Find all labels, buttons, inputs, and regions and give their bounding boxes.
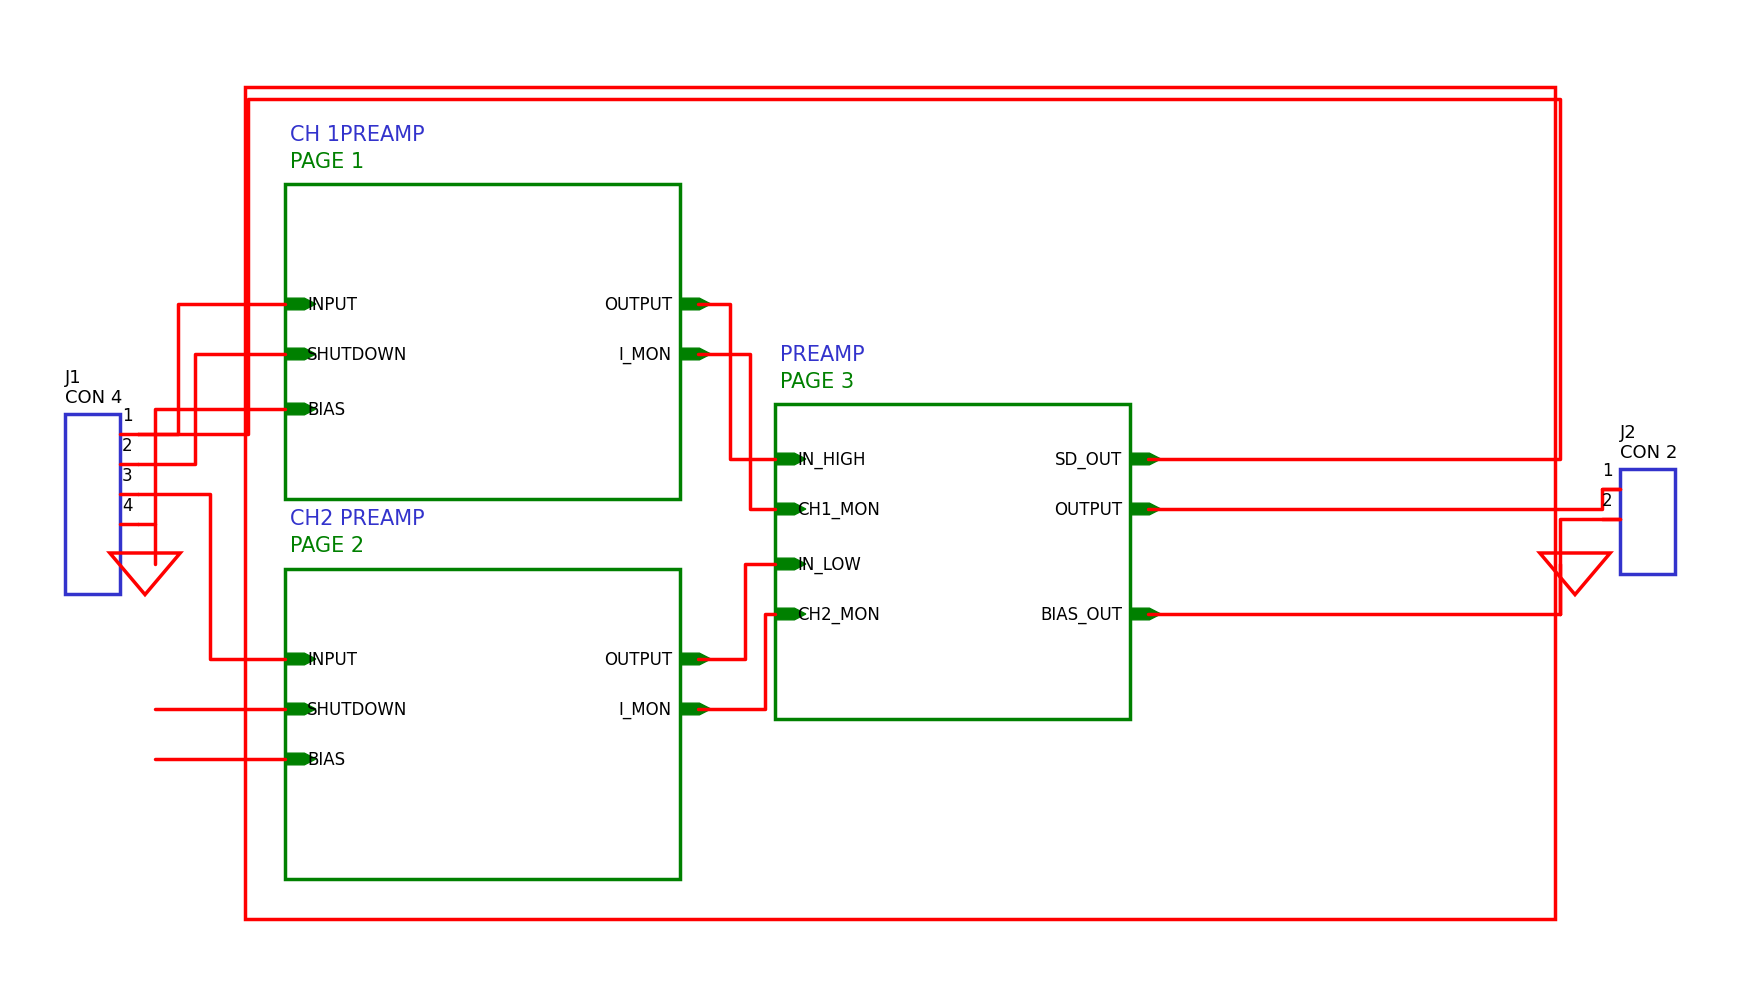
- Text: OUTPUT: OUTPUT: [1054, 501, 1123, 519]
- Text: 2: 2: [1602, 491, 1613, 510]
- Polygon shape: [680, 704, 712, 715]
- Text: SHUTDOWN: SHUTDOWN: [307, 346, 408, 364]
- Polygon shape: [775, 504, 806, 515]
- Text: J1: J1: [65, 369, 81, 387]
- Text: I_MON: I_MON: [618, 701, 671, 719]
- Text: 3: 3: [121, 466, 132, 484]
- Polygon shape: [1130, 608, 1161, 620]
- Text: CH1_MON: CH1_MON: [798, 501, 880, 519]
- Text: INPUT: INPUT: [307, 650, 357, 668]
- Text: BIAS_OUT: BIAS_OUT: [1040, 605, 1123, 623]
- Text: PAGE 1: PAGE 1: [290, 152, 364, 172]
- Polygon shape: [680, 349, 712, 361]
- Polygon shape: [680, 299, 712, 310]
- Bar: [285, 185, 680, 500]
- Polygon shape: [285, 404, 316, 415]
- Polygon shape: [775, 608, 806, 620]
- Text: SHUTDOWN: SHUTDOWN: [307, 701, 408, 719]
- Text: 1: 1: [1602, 461, 1613, 479]
- Text: IN_HIGH: IN_HIGH: [798, 450, 866, 468]
- Text: 2: 2: [121, 436, 132, 454]
- Text: CON 4: CON 4: [65, 389, 123, 407]
- Text: BIAS: BIAS: [307, 401, 344, 418]
- Text: PAGE 2: PAGE 2: [290, 536, 364, 556]
- Text: J2: J2: [1620, 423, 1638, 441]
- Bar: [65, 414, 119, 594]
- Polygon shape: [775, 453, 806, 465]
- Bar: [775, 405, 1130, 720]
- Text: CH2 PREAMP: CH2 PREAMP: [290, 509, 425, 529]
- Polygon shape: [285, 704, 316, 715]
- Polygon shape: [1130, 453, 1161, 465]
- Text: CH 1PREAMP: CH 1PREAMP: [290, 125, 425, 145]
- Text: I_MON: I_MON: [618, 346, 671, 364]
- Polygon shape: [1130, 504, 1161, 515]
- Text: CH2_MON: CH2_MON: [798, 605, 880, 623]
- Polygon shape: [285, 653, 316, 665]
- Polygon shape: [285, 299, 316, 310]
- Polygon shape: [680, 653, 712, 665]
- Text: INPUT: INPUT: [307, 295, 357, 314]
- Text: IN_LOW: IN_LOW: [798, 556, 861, 574]
- Text: CON 2: CON 2: [1620, 443, 1678, 461]
- Bar: [285, 570, 680, 879]
- Polygon shape: [285, 349, 316, 361]
- Text: PAGE 3: PAGE 3: [780, 372, 854, 392]
- Polygon shape: [775, 559, 806, 571]
- Text: BIAS: BIAS: [307, 750, 344, 768]
- Text: 1: 1: [121, 407, 132, 424]
- Text: 4: 4: [121, 496, 132, 515]
- Bar: [244, 87, 1555, 919]
- Text: PREAMP: PREAMP: [780, 345, 864, 365]
- Bar: [1620, 469, 1674, 575]
- Polygon shape: [285, 753, 316, 765]
- Text: SD_OUT: SD_OUT: [1054, 450, 1123, 468]
- Text: OUTPUT: OUTPUT: [604, 295, 671, 314]
- Text: OUTPUT: OUTPUT: [604, 650, 671, 668]
